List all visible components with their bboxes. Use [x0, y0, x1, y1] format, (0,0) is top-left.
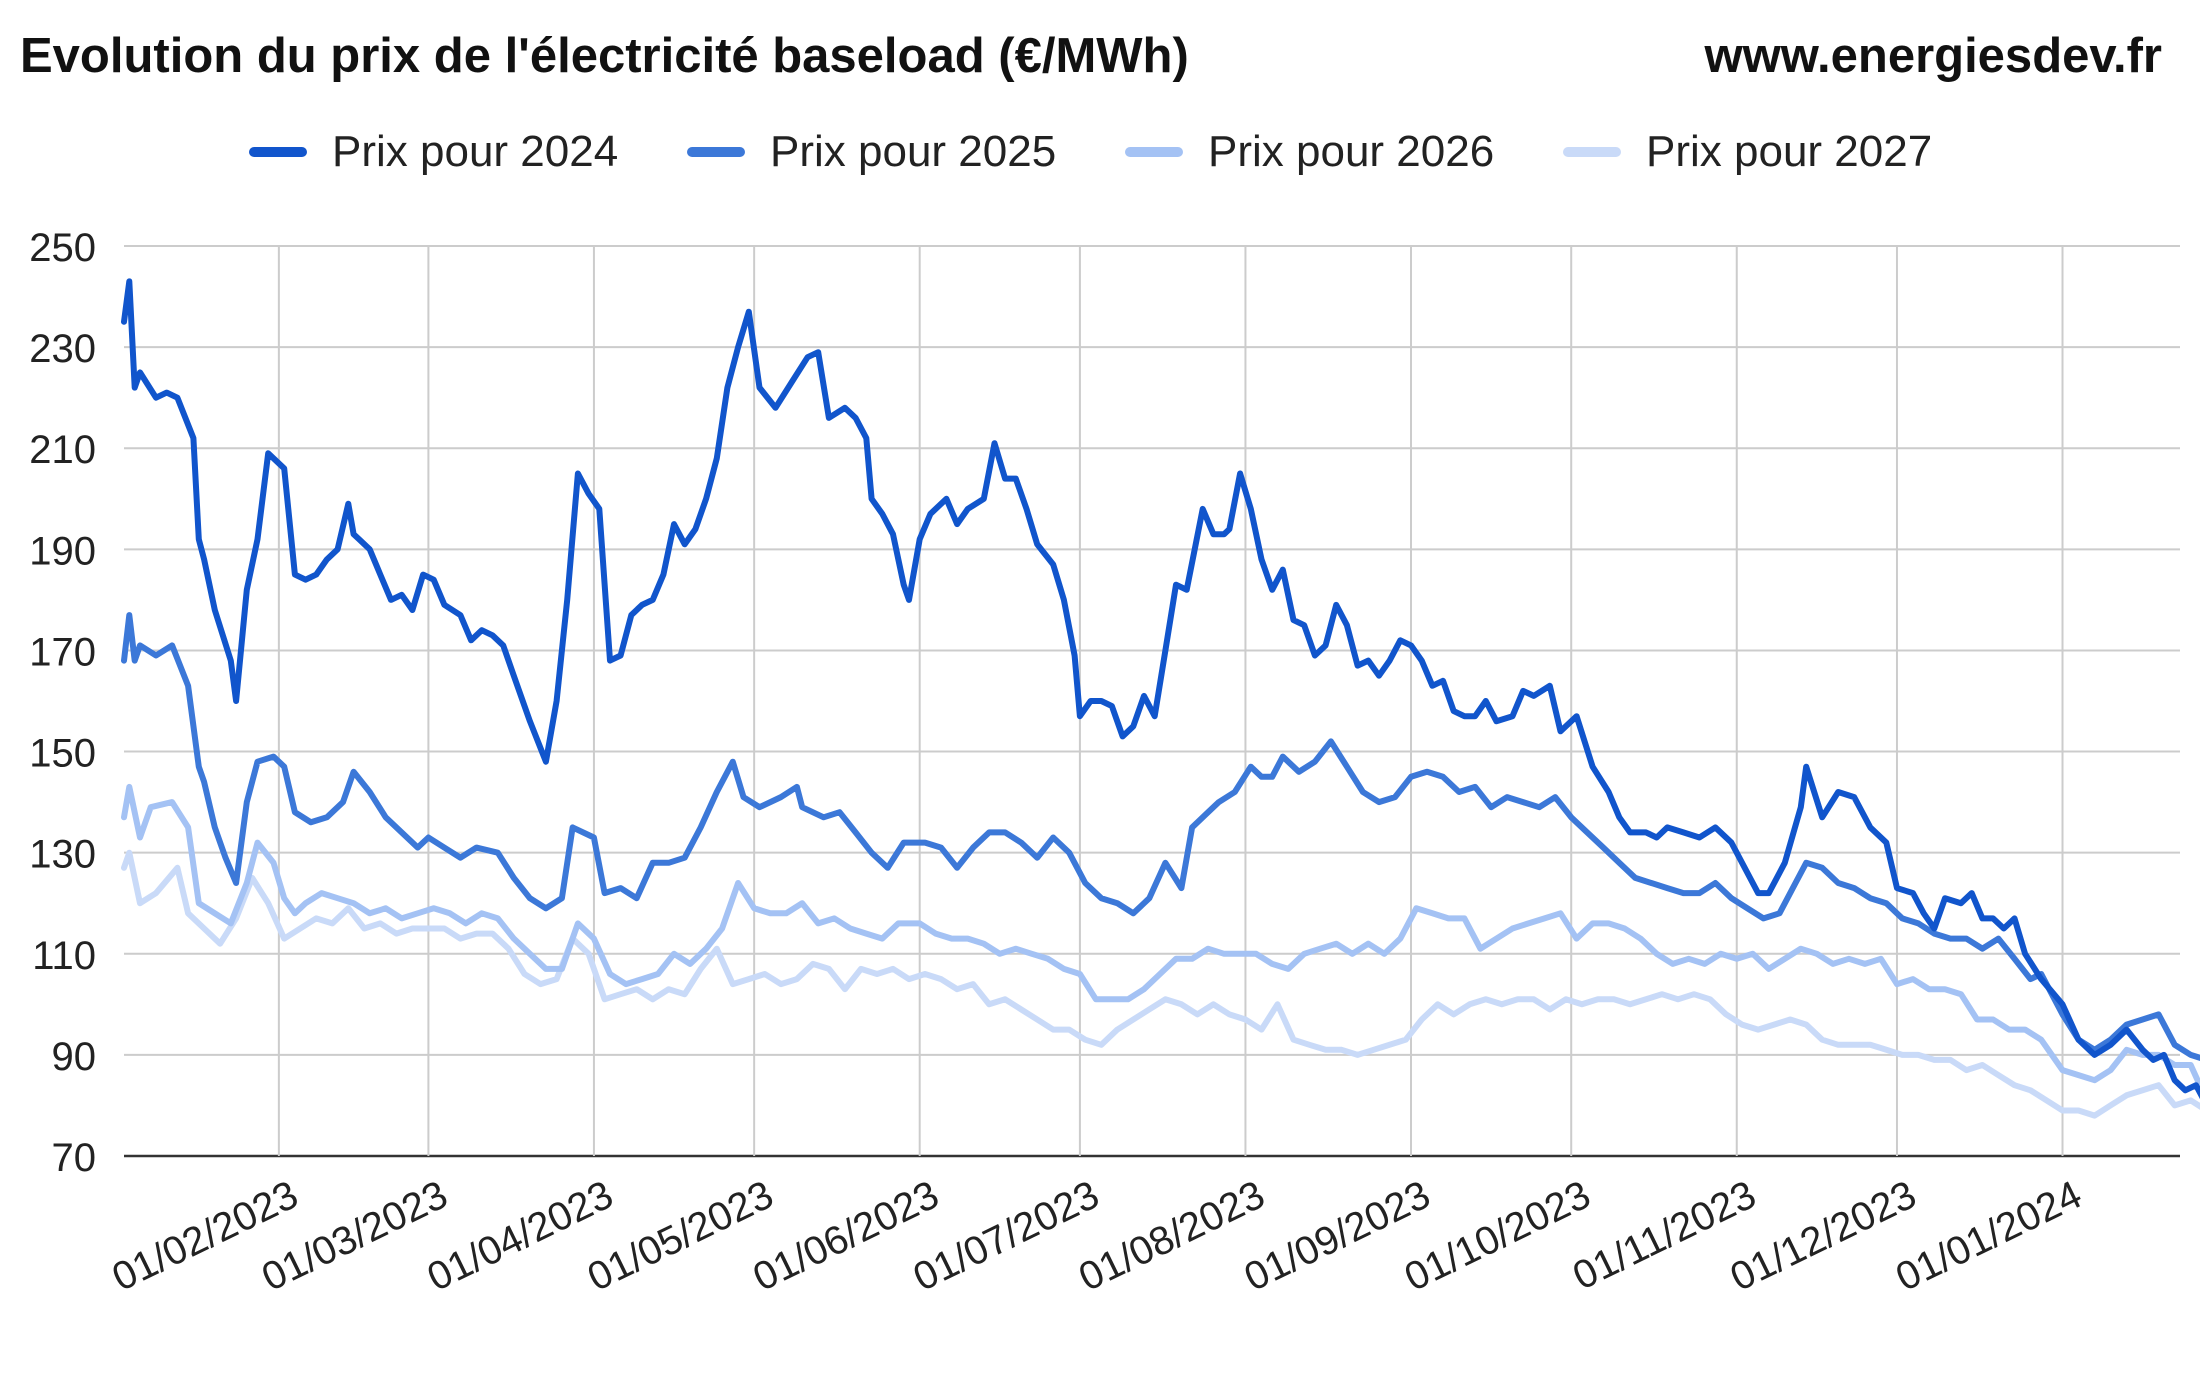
x-tick-label: 01/12/2023: [1724, 1173, 1923, 1300]
x-tick-label: 01/07/2023: [907, 1173, 1106, 1300]
gridlines: [124, 245, 2180, 1158]
y-tick-label: 170: [29, 630, 96, 674]
source-website: www.energiesdev.fr: [1704, 29, 2163, 83]
y-tick-label: 210: [29, 428, 96, 472]
x-tick-label: 01/05/2023: [581, 1173, 780, 1300]
y-tick-label: 90: [52, 1035, 97, 1079]
x-tick-label: 01/10/2023: [1398, 1173, 1597, 1300]
legend-label: Prix pour 2024: [332, 127, 618, 176]
y-tick-label: 230: [29, 327, 96, 371]
legend-label: Prix pour 2026: [1208, 127, 1494, 176]
x-tick-label: 01/08/2023: [1072, 1173, 1271, 1300]
y-tick-label: 150: [29, 732, 96, 776]
chart-title: Evolution du prix de l'électricité basel…: [20, 29, 1189, 83]
y-tick-label: 110: [32, 934, 96, 978]
y-axis-ticks: 70 90 110 130 150 170 190 210 230 250: [29, 226, 96, 1180]
series-line: [121, 278, 2200, 1100]
series-line: [121, 849, 2200, 1119]
legend-label: Prix pour 2025: [770, 127, 1056, 176]
y-tick-label: 190: [29, 529, 96, 573]
series-line: [121, 612, 2200, 1061]
y-tick-label: 250: [29, 226, 96, 270]
y-tick-label: 130: [29, 833, 96, 877]
series-line: [121, 783, 2200, 1093]
x-tick-label: 01/01/2024: [1889, 1173, 2088, 1300]
series-lines: [121, 278, 2200, 1119]
x-axis-ticks: 01/02/202301/03/202301/04/202301/05/2023…: [106, 1173, 2089, 1300]
y-tick-label: 70: [52, 1136, 97, 1180]
legend: Prix pour 2024 Prix pour 2025 Prix pour 20…: [249, 127, 1932, 176]
legend-label: Prix pour 2027: [1646, 127, 1932, 176]
